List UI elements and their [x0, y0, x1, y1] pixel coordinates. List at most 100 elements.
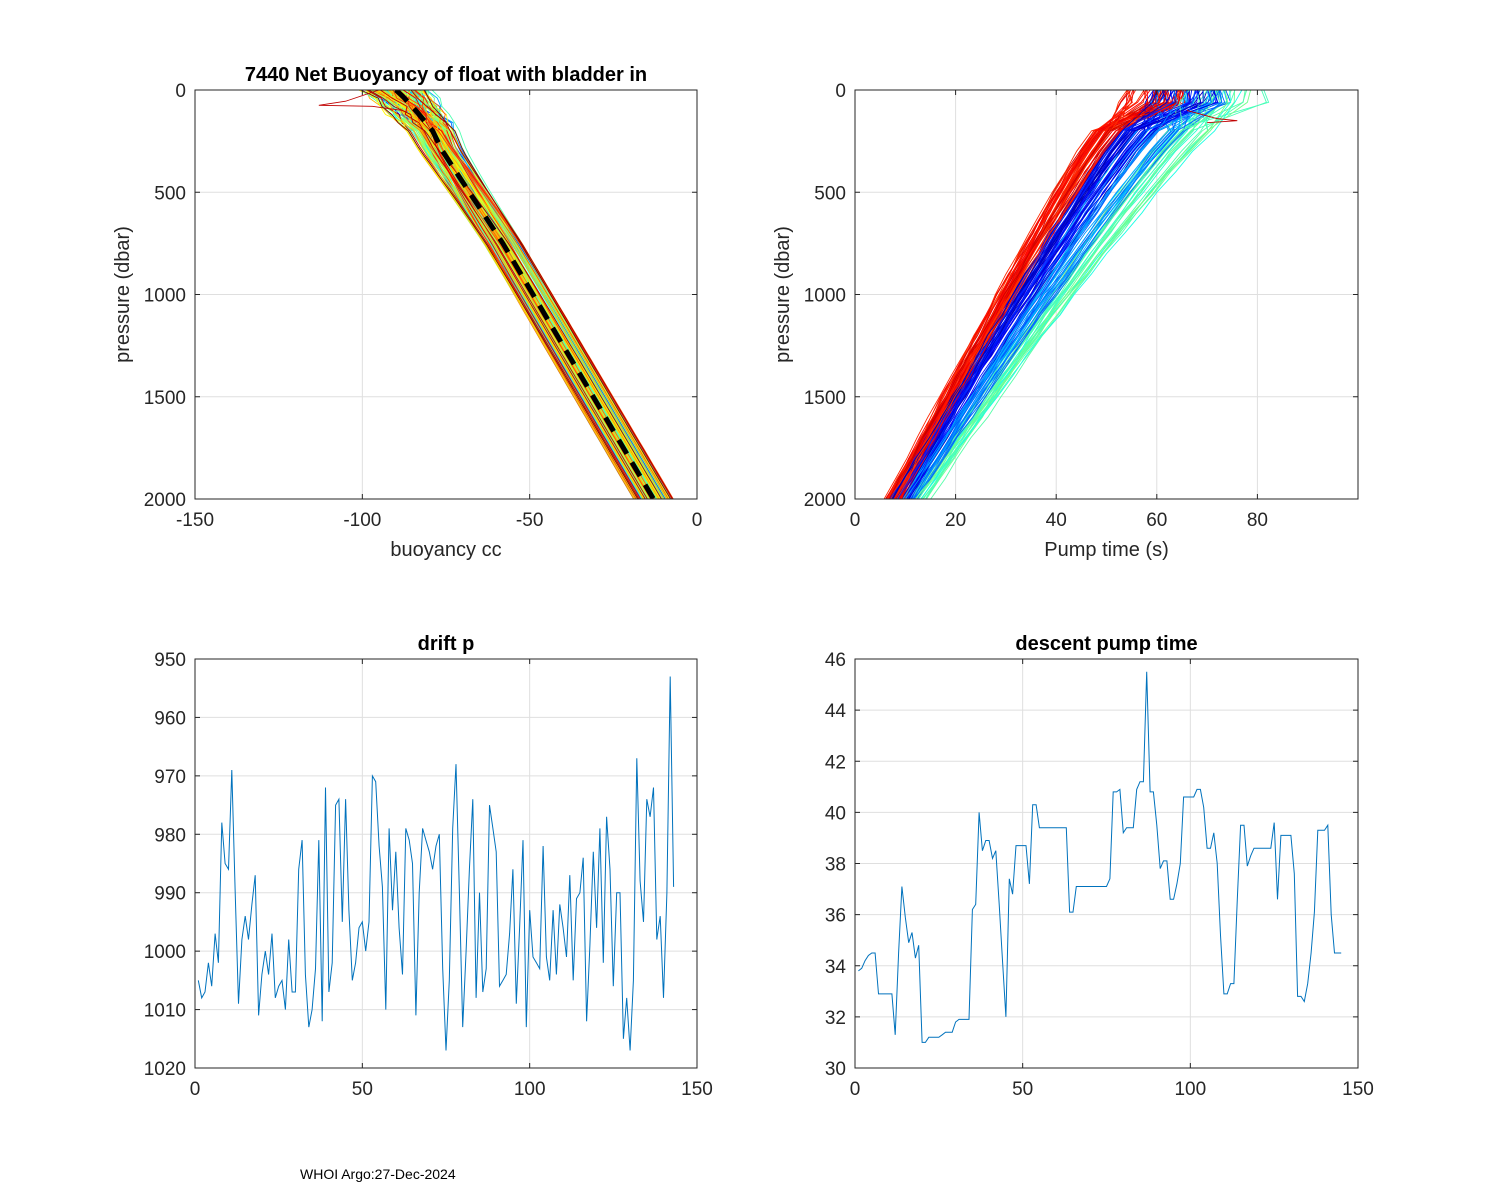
tick-marks — [194, 89, 698, 500]
buoyancy-profile-line — [410, 90, 674, 499]
mean-profile-line — [394, 90, 656, 499]
x-tick-label: 50 — [1012, 1079, 1033, 1100]
y-tick-label: 42 — [825, 752, 846, 773]
y-tick-label: 960 — [154, 708, 186, 729]
pump-time-profile-line — [896, 90, 1170, 499]
pump-time-profile-line — [891, 90, 1202, 499]
pump-time-profile-line — [909, 90, 1223, 499]
y-tick-label: 1000 — [144, 942, 186, 963]
y-tick-label: 1020 — [144, 1059, 186, 1080]
x-tick-label: 40 — [1046, 510, 1067, 531]
pump-time-profile-line — [920, 90, 1243, 499]
chart-title: 7440 Net Buoyancy of float with bladder … — [245, 64, 647, 86]
x-axis-label: Pump time (s) — [1044, 539, 1168, 561]
series-line — [197, 676, 675, 1051]
pump-time-profile-line — [904, 90, 1178, 499]
tick-marks — [854, 89, 1358, 500]
y-tick-label: 2000 — [144, 490, 186, 511]
pump-time-profile-chart: 0 20 40 60 80 0 500 1000 1500 2000 Pump time (s) pr… — [772, 81, 1359, 561]
profile-lines — [268, 90, 674, 499]
y-tick-label: 1500 — [144, 388, 186, 409]
buoyancy-profile-chart: -150 -100 -50 0 0 500 1000 1500 2000 7440 Net Buo… — [112, 64, 702, 561]
y-tick-label: 1000 — [804, 286, 846, 307]
pump-time-profile-line — [913, 90, 1201, 499]
pump-time-profile-line — [916, 90, 1226, 499]
x-tick-label: 50 — [352, 1079, 373, 1100]
pump-time-profile-line — [923, 90, 1248, 499]
x-tick-label: 0 — [692, 510, 703, 531]
pump-time-profile-line — [888, 90, 1169, 499]
x-tick-label: 100 — [1174, 1079, 1206, 1100]
buoyancy-profile-line — [365, 90, 650, 499]
y-axis-label: pressure (dbar) — [112, 226, 134, 363]
series-line — [858, 671, 1342, 1043]
y-tick-label: 38 — [825, 855, 846, 876]
pump-time-profile-line — [910, 90, 1189, 499]
x-tick-label: -50 — [516, 510, 543, 531]
y-tick-label: 980 — [154, 825, 186, 846]
series-group — [197, 676, 675, 1051]
x-tick-label: 20 — [945, 510, 966, 531]
pump-time-profile-line — [915, 90, 1208, 499]
pump-time-profile-line — [915, 90, 1229, 499]
profile-lines — [883, 90, 1358, 499]
buoyancy-profile-line — [380, 90, 648, 499]
y-tick-label: 30 — [825, 1059, 846, 1080]
x-tick-label: 0 — [850, 1079, 861, 1100]
y-tick-label: 34 — [825, 957, 847, 978]
x-tick-label: -150 — [176, 510, 214, 531]
pump-time-spike-line — [1186, 110, 1238, 124]
y-tick-label: 0 — [175, 81, 186, 102]
buoyancy-profile-line — [402, 90, 641, 499]
pump-time-profile-line — [897, 90, 1155, 499]
pump-time-profile-line — [897, 90, 1178, 499]
pump-time-profile-line — [913, 90, 1196, 499]
chart-title: descent pump time — [1015, 633, 1197, 655]
x-tick-label: 0 — [850, 510, 861, 531]
x-tick-label: 0 — [190, 1079, 201, 1100]
buoyancy-profile-line — [394, 90, 646, 499]
x-tick-label: 60 — [1146, 510, 1167, 531]
y-tick-label: 0 — [835, 81, 846, 102]
pump-time-profile-line — [890, 90, 1161, 499]
footer-credit: WHOI Argo:27-Dec-2024 — [300, 1166, 456, 1182]
y-tick-label: 970 — [154, 767, 186, 788]
buoyancy-profile-line — [366, 90, 640, 499]
pump-time-profile-line — [887, 90, 1147, 499]
x-tick-label: 80 — [1247, 510, 1268, 531]
y-tick-label: 2000 — [804, 490, 846, 511]
x-tick-label: 150 — [681, 1079, 713, 1100]
y-tick-label: 36 — [825, 906, 846, 927]
y-tick-label: 500 — [814, 183, 846, 204]
buoyancy-profile-line — [391, 90, 665, 499]
grid-lines — [195, 659, 697, 1068]
y-tick-label: 500 — [154, 183, 186, 204]
x-tick-label: 150 — [1342, 1079, 1374, 1100]
drift-pressure-chart: 0 50 100 150 950 960 970 980 990 1000 1010 1020 drif… — [144, 633, 713, 1100]
chart-title: drift p — [418, 633, 475, 655]
buoyancy-spike-line — [318, 90, 403, 111]
tick-marks — [854, 658, 1359, 1069]
x-tick-label: 100 — [514, 1079, 546, 1100]
axes-box — [194, 658, 698, 1069]
y-axis-label: pressure (dbar) — [772, 226, 794, 363]
plot-area — [195, 659, 697, 1068]
y-tick-label: 40 — [825, 803, 846, 824]
y-tick-label: 1500 — [804, 388, 846, 409]
y-tick-label: 1010 — [144, 1001, 186, 1022]
descent-pump-time-chart: 0 50 100 150 30 32 34 36 38 40 42 44 46 descent pump … — [825, 633, 1374, 1100]
pump-time-profile-line — [897, 90, 1204, 499]
x-tick-label: -100 — [343, 510, 381, 531]
y-tick-label: 32 — [825, 1008, 846, 1029]
pump-time-profile-line — [910, 90, 1212, 499]
x-axis-label: buoyancy cc — [390, 539, 501, 561]
y-tick-label: 44 — [825, 701, 847, 722]
grid-lines — [855, 659, 1358, 1068]
y-tick-label: 46 — [825, 650, 846, 671]
y-tick-label: 950 — [154, 650, 186, 671]
y-tick-label: 1000 — [144, 286, 186, 307]
buoyancy-profile-line — [360, 90, 639, 499]
buoyancy-profile-line — [365, 90, 638, 499]
y-tick-label: 990 — [154, 884, 186, 905]
